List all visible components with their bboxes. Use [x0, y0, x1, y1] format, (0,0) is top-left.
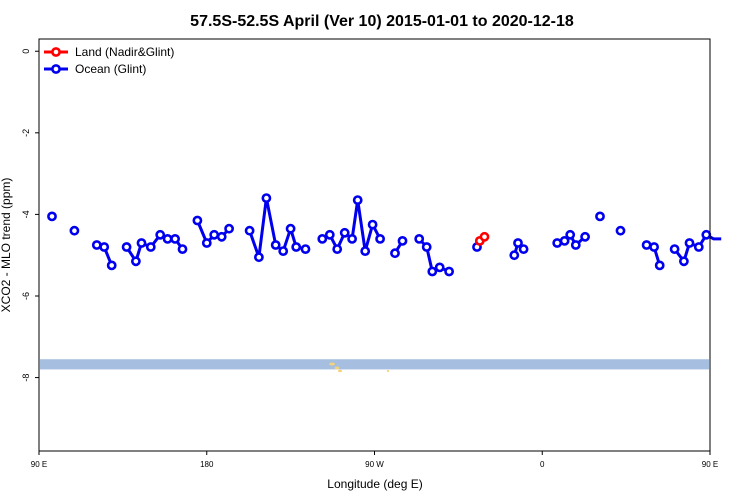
x-tick-label: 90 E [702, 460, 718, 469]
ocean-data-point [669, 244, 680, 254]
ocean-data-point [347, 233, 357, 244]
ocean-data-point [444, 266, 454, 277]
ocean-data-point [47, 211, 57, 222]
ocean-data-point [513, 238, 523, 248]
ocean-data-point [421, 242, 432, 252]
ocean-data-point [99, 242, 110, 252]
y-tick-label: -2 [21, 129, 31, 137]
land-speckle [329, 362, 335, 366]
ocean-data-point [291, 242, 302, 252]
land-speckle [338, 369, 342, 373]
ocean-data-point [641, 240, 652, 250]
x-tick-label: 180 [200, 460, 214, 469]
ocean-data-point [170, 233, 180, 244]
ocean-data-point [253, 252, 264, 263]
land-data-point [479, 231, 490, 242]
ocean-data-point [261, 193, 272, 203]
ocean-data-point [693, 242, 704, 252]
plot-area [40, 193, 722, 373]
ocean-data-point [434, 262, 445, 273]
ocean-data-point [615, 225, 626, 236]
ocean-data-point [177, 244, 188, 254]
ocean-legend-marker [51, 64, 61, 74]
land-legend-label: Land (Nadir&Glint) [75, 45, 174, 59]
ocean-data-point [244, 225, 255, 236]
ocean-data-point [201, 238, 212, 248]
ocean-data-point [145, 242, 156, 252]
ocean-data-point [224, 223, 234, 234]
ocean-data-point [375, 233, 385, 244]
ocean-data-point [216, 231, 227, 242]
y-tick-label: -8 [21, 374, 31, 382]
land-speckle [334, 366, 340, 370]
ocean-data-point [414, 233, 425, 244]
y-axis-label: XCO2 - MLO trend (ppm) [0, 178, 13, 313]
land-speckle [386, 370, 390, 372]
ocean-data-point [270, 240, 281, 250]
land-band [40, 359, 709, 370]
ocean-data-point [209, 229, 220, 240]
chart-title: 57.5S-52.5S April (Ver 10) 2015-01-01 to… [190, 13, 574, 30]
ocean-data-point [106, 260, 117, 271]
ocean-data-point [701, 229, 712, 240]
ocean-data-point [559, 235, 570, 246]
y-tick-label: -4 [21, 210, 31, 218]
ocean-data-point [390, 248, 400, 259]
y-tick-label: -6 [21, 292, 31, 300]
ocean-data-point [570, 240, 581, 250]
x-tick-label: 0 [540, 460, 545, 469]
land-legend-marker [51, 47, 61, 57]
ocean-data-point [339, 227, 350, 238]
ocean-data-point [192, 215, 203, 226]
ocean-data-point [580, 231, 590, 242]
ocean-data-point [162, 233, 173, 244]
x-tick-label: 90 W [365, 460, 384, 469]
ocean-data-point [324, 229, 335, 240]
ocean-data-point [649, 242, 659, 252]
ocean-data-point [278, 246, 289, 256]
ocean-data-point [367, 219, 378, 230]
legend: Land (Nadir&Glint) Ocean (Glint) [44, 45, 174, 76]
ocean-data-point [654, 260, 665, 271]
ocean-data-point [427, 266, 438, 277]
ocean-data-point [518, 244, 529, 254]
ocean-data-point [360, 246, 371, 256]
ocean-legend-label: Ocean (Glint) [75, 62, 146, 76]
ocean-data-point [285, 223, 296, 234]
ocean-data-point [565, 229, 576, 240]
x-tick-label: 90 E [31, 460, 47, 469]
ocean-data-point [130, 256, 141, 267]
ocean-data-point [595, 211, 605, 222]
ocean-data-point [332, 244, 343, 254]
y-axis: 0 -2 -4 -6 -8 [21, 49, 39, 382]
ocean-data-point [317, 233, 328, 244]
ocean-data-point [91, 240, 102, 250]
ocean-data-point [684, 238, 695, 248]
ocean-data-point [509, 250, 520, 261]
y-tick-label: 0 [21, 49, 31, 54]
ocean-data-point [121, 242, 132, 252]
x-axis-label: Longitude (deg E) [327, 477, 422, 491]
ocean-data-point [679, 256, 689, 267]
ocean-data-point [397, 235, 408, 246]
ocean-data-point [155, 229, 166, 240]
ocean-data-point [352, 195, 363, 205]
ocean-data-point [300, 244, 311, 254]
x-axis: 90 E 180 90 W 0 90 E [31, 451, 718, 469]
ocean-data-point [136, 238, 147, 248]
ocean-data-point [69, 225, 80, 236]
